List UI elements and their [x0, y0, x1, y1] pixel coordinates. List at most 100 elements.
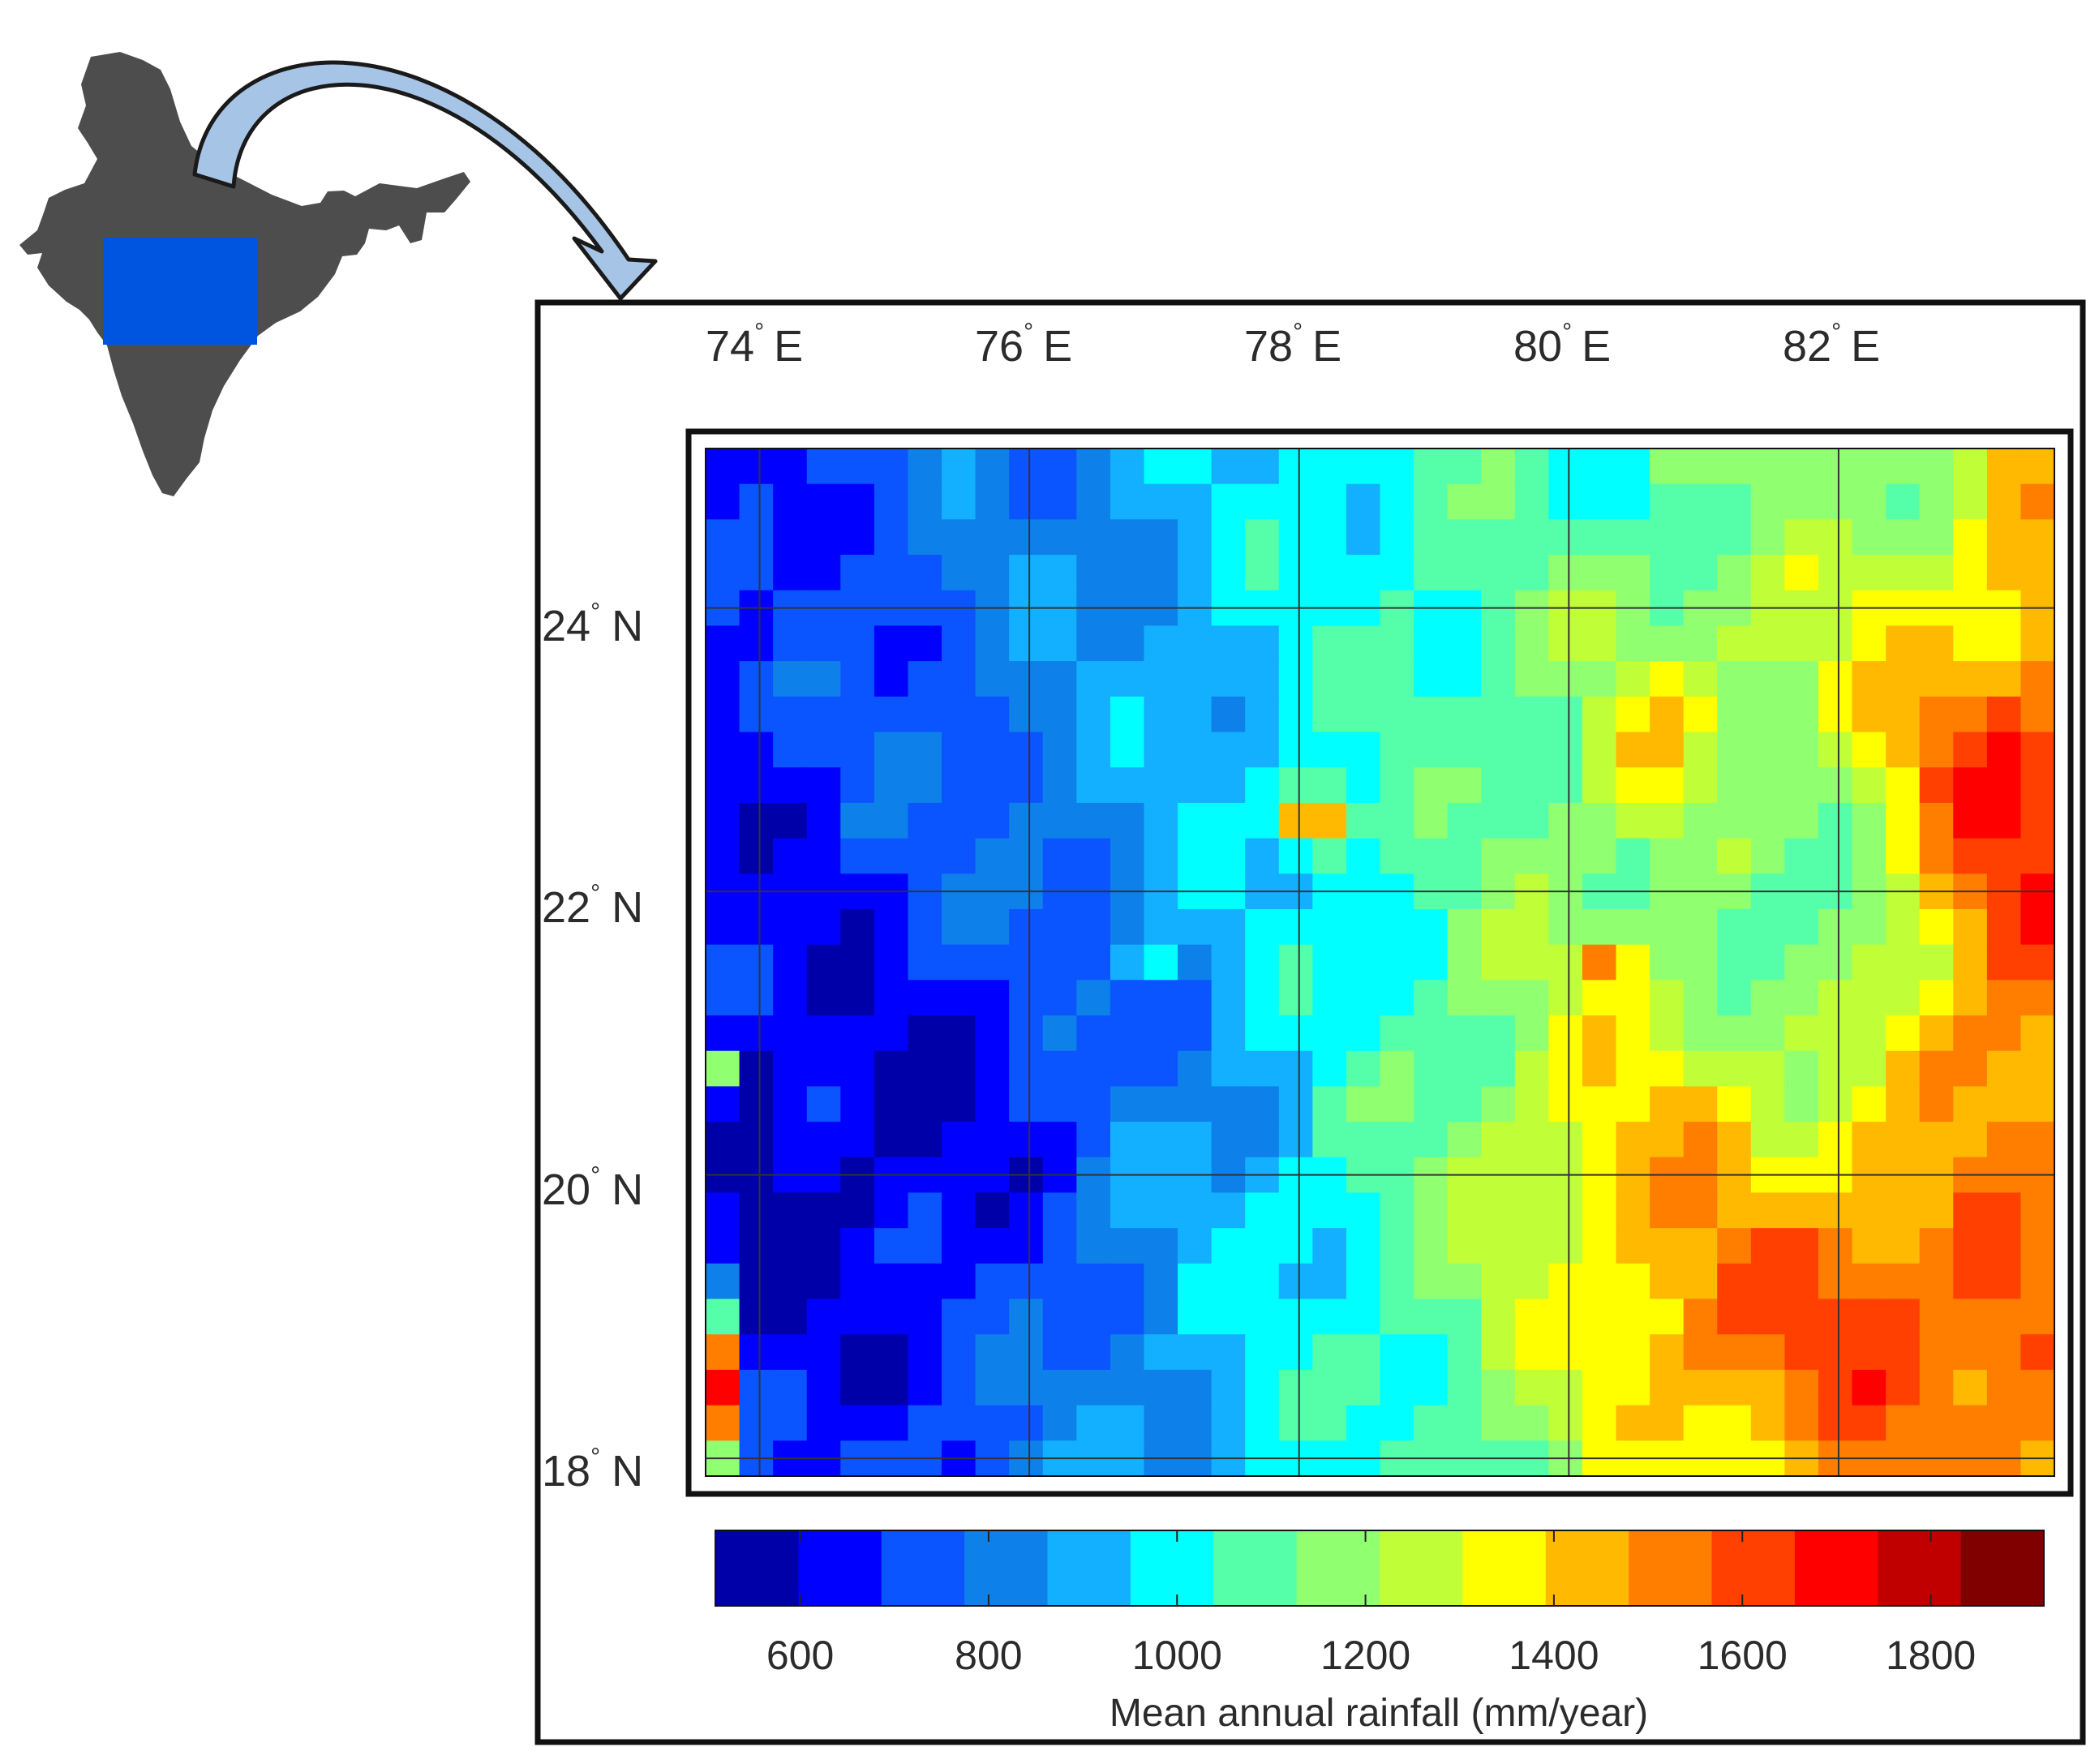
rainfall-cell [1717, 1122, 1752, 1158]
rainfall-cell [1178, 732, 1213, 768]
rainfall-cell [706, 732, 740, 768]
rainfall-cell [1852, 802, 1887, 839]
rainfall-cell [1650, 1263, 1685, 1300]
rainfall-cell [975, 519, 1010, 556]
rainfall-cell [840, 1122, 875, 1158]
rainfall-cell [1616, 1405, 1650, 1441]
rainfall-cell [1211, 1369, 1246, 1406]
colorbar-bin [1130, 1530, 1214, 1606]
rainfall-cell [1110, 838, 1145, 874]
rainfall-cell [1717, 483, 1752, 520]
rainfall-cell [806, 838, 841, 874]
rainfall-cell [908, 944, 942, 981]
rainfall-cell [874, 696, 909, 733]
rainfall-cell [1076, 1405, 1111, 1441]
rainfall-cell [1110, 1405, 1145, 1441]
rainfall-cell [1683, 1086, 1718, 1122]
rainfall-cell [1514, 696, 1549, 733]
rainfall-cell [1582, 1405, 1617, 1441]
rainfall-cell [1245, 696, 1280, 733]
rainfall-cell [1042, 661, 1077, 697]
rainfall-cell [1042, 1263, 1077, 1300]
rainfall-cell [1818, 1122, 1853, 1158]
rainfall-cell [1076, 1369, 1111, 1406]
rainfall-cell [1211, 802, 1246, 839]
rainfall-cell [1144, 944, 1178, 981]
rainfall-cell [1650, 908, 1685, 946]
rainfall-cell [1650, 449, 1685, 485]
rainfall-cell [1650, 767, 1685, 804]
rainfall-cell [1380, 1228, 1414, 1264]
rainfall-cell [773, 1369, 808, 1406]
rainfall-cell [1986, 661, 2022, 697]
rainfall-cell [1886, 1298, 1921, 1335]
rainfall-cell [1750, 908, 1785, 946]
rainfall-cell [1009, 767, 1044, 804]
rainfall-cell [1514, 944, 1549, 981]
rainfall-cell [1919, 908, 1954, 946]
rainfall-cell [1245, 1263, 1280, 1300]
rainfall-cell [1481, 732, 1516, 768]
rainfall-cell [1178, 944, 1213, 981]
colorbar-tick-label: 1800 [1886, 1633, 1976, 1678]
rainfall-cell [840, 944, 875, 981]
rainfall-cell [1548, 1015, 1583, 1052]
rainfall-cell [1953, 449, 1988, 485]
rainfall-cell [1514, 1405, 1549, 1441]
rainfall-cell [874, 625, 909, 662]
rainfall-cell [2020, 1298, 2055, 1335]
rainfall-cell [1750, 1334, 1785, 1371]
rainfall-cell [1986, 732, 2022, 768]
rainfall-cell [1953, 1228, 1988, 1264]
rainfall-cell [1211, 1086, 1246, 1122]
rainfall-cell [1886, 1192, 1921, 1229]
rainfall-cell [1312, 732, 1347, 768]
rainfall-cell [1076, 1192, 1111, 1229]
rainfall-cell [1616, 732, 1650, 768]
rainfall-cell [1380, 661, 1414, 697]
rainfall-cell [1312, 838, 1347, 874]
rainfall-cell [1447, 838, 1482, 874]
rainfall-cell [840, 732, 875, 768]
rainfall-cell [1110, 696, 1145, 733]
rainfall-cell [840, 1334, 875, 1371]
rainfall-cell [1380, 1405, 1414, 1441]
lon-label-80: 80° E [1513, 319, 1611, 371]
rainfall-cell [1380, 980, 1414, 1016]
rainfall-cell [1042, 1334, 1077, 1371]
rainfall-cell [1245, 1334, 1280, 1371]
rainfall-cell [1886, 1405, 1921, 1441]
rainfall-cell [1784, 555, 1819, 591]
rainfall-cell [1548, 908, 1583, 946]
rainfall-cell [706, 838, 740, 874]
rainfall-cell [1717, 1086, 1752, 1122]
rainfall-cell [1919, 1050, 1954, 1088]
rainfall-cell [874, 449, 909, 485]
rainfall-cell [1312, 696, 1347, 733]
rainfall-cell [1683, 802, 1718, 839]
rainfall-cell [1953, 732, 1988, 768]
rainfall-cell [1953, 1405, 1988, 1441]
lat-label-22: 22° N [542, 880, 643, 932]
rainfall-cell [1346, 625, 1381, 662]
rainfall-cell [908, 732, 942, 768]
rainfall-cell [1481, 483, 1516, 520]
rainfall-cell [1278, 767, 1313, 804]
rainfall-cell [1919, 980, 1954, 1016]
rainfall-cell [942, 1334, 977, 1371]
rainfall-cell [1211, 1122, 1246, 1158]
rainfall-cell [1582, 1369, 1617, 1406]
rainfall-cell [1986, 555, 2022, 591]
rainfall-cell [975, 1405, 1010, 1441]
rainfall-cell [1683, 1050, 1718, 1088]
rainfall-cell [1650, 625, 1685, 662]
rainfall-cell [1144, 1228, 1178, 1264]
rainfall-cell [706, 555, 740, 591]
rainfall-cell [1178, 519, 1213, 556]
pointer-arrow [192, 60, 658, 301]
rainfall-cell [1144, 483, 1178, 520]
rainfall-cell [975, 1086, 1010, 1122]
rainfall-cell [1042, 1192, 1077, 1229]
rainfall-cell [1582, 519, 1617, 556]
